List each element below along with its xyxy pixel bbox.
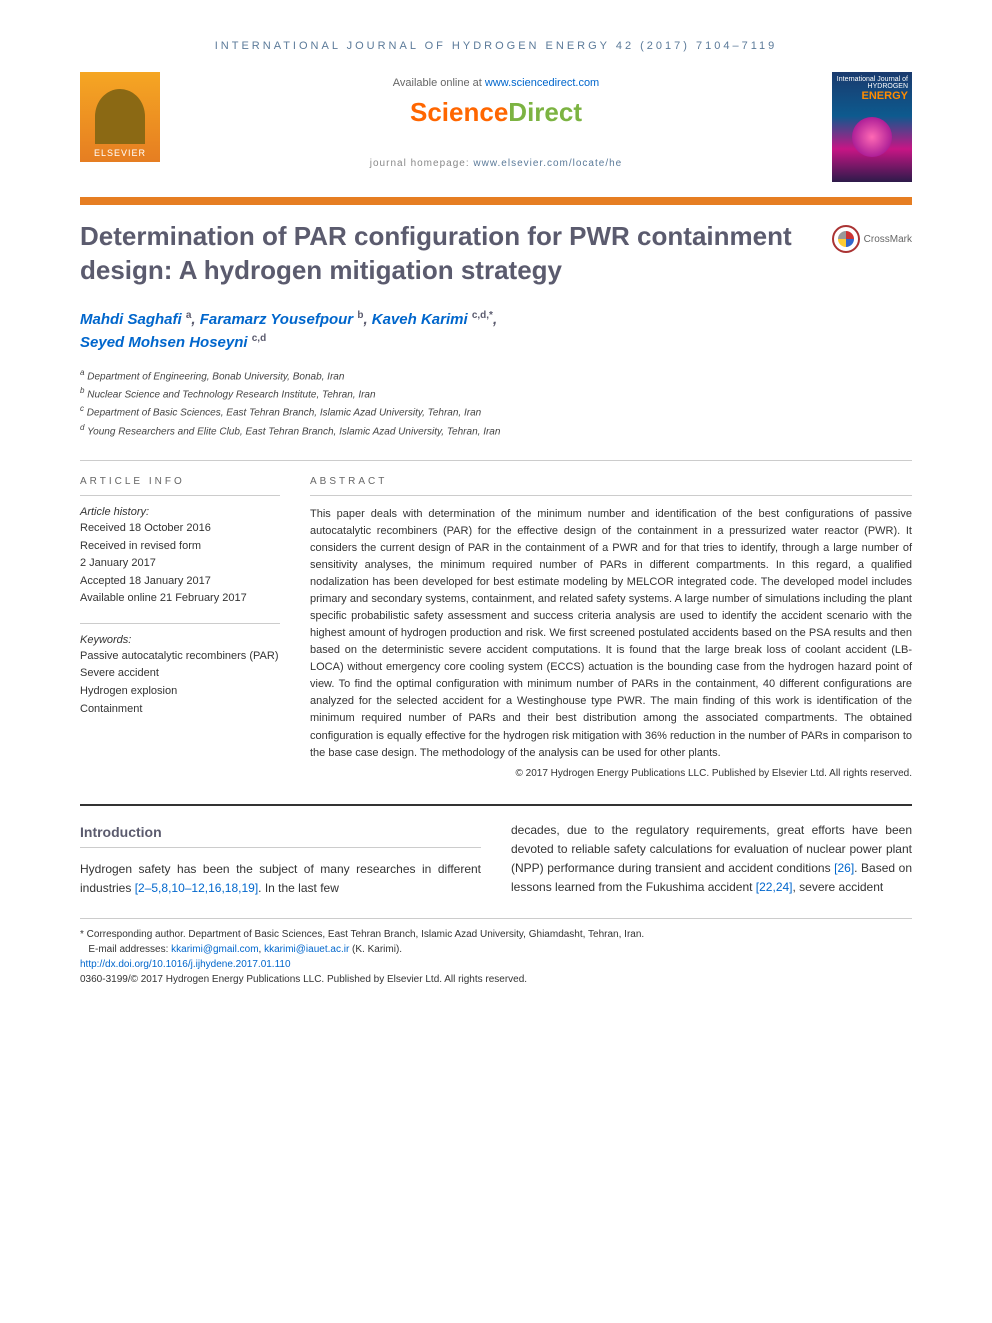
- history-item: Accepted 18 January 2017: [80, 573, 280, 591]
- top-header-section: ELSEVIER Available online at www.science…: [80, 72, 912, 182]
- author-link[interactable]: Faramarz Yousefpour: [200, 311, 353, 328]
- crossmark-icon: [832, 225, 860, 253]
- keyword-item: Hydrogen explosion: [80, 683, 280, 701]
- affiliation-item: a Department of Engineering, Bonab Unive…: [80, 367, 912, 385]
- available-online-text: Available online at www.sciencedirect.co…: [180, 77, 812, 89]
- history-item: Received 18 October 2016: [80, 520, 280, 538]
- elsevier-label: ELSEVIER: [94, 148, 146, 158]
- journal-homepage-text: journal homepage: www.elsevier.com/locat…: [180, 158, 812, 169]
- column-right: decades, due to the regulatory requireme…: [511, 821, 912, 899]
- article-info-sidebar: ARTICLE INFO Article history: Received 1…: [80, 476, 280, 779]
- author-link[interactable]: Kaveh Karimi: [372, 311, 468, 328]
- body-text-columns: Introduction Hydrogen safety has been th…: [80, 821, 912, 899]
- divider-orange-bar: [80, 197, 912, 205]
- introduction-heading: Introduction: [80, 821, 481, 848]
- journal-cover-thumbnail[interactable]: International Journal of HYDROGEN ENERGY: [832, 72, 912, 182]
- elsevier-logo[interactable]: ELSEVIER: [80, 72, 160, 162]
- history-item: Available online 21 February 2017: [80, 590, 280, 608]
- email-link[interactable]: kkarimi@gmail.com: [171, 944, 258, 955]
- cover-line3: ENERGY: [836, 90, 908, 102]
- authors-list: Mahdi Saghafi a, Faramarz Yousefpour b, …: [80, 308, 912, 355]
- footer-section: * Corresponding author. Department of Ba…: [80, 918, 912, 987]
- column-left: Introduction Hydrogen safety has been th…: [80, 821, 481, 899]
- issn-copyright: 0360-3199/© 2017 Hydrogen Energy Publica…: [80, 972, 912, 987]
- affiliation-item: b Nuclear Science and Technology Researc…: [80, 385, 912, 403]
- history-item: 2 January 2017: [80, 555, 280, 573]
- article-info-heading: ARTICLE INFO: [80, 476, 280, 496]
- affiliations-list: a Department of Engineering, Bonab Unive…: [80, 367, 912, 440]
- elsevier-tree-icon: [95, 89, 145, 144]
- reference-link[interactable]: [2–5,8,10–12,16,18,19]: [135, 881, 258, 895]
- journal-citation-header: INTERNATIONAL JOURNAL OF HYDROGEN ENERGY…: [80, 40, 912, 52]
- author-link[interactable]: Mahdi Saghafi: [80, 311, 182, 328]
- keyword-item: Passive autocatalytic recombiners (PAR): [80, 648, 280, 666]
- article-title: Determination of PAR configuration for P…: [80, 220, 812, 288]
- history-label: Article history:: [80, 506, 280, 518]
- cover-line2: HYDROGEN: [836, 83, 908, 90]
- journal-homepage-link[interactable]: www.elsevier.com/locate/he: [473, 158, 622, 169]
- abstract-text: This paper deals with determination of t…: [310, 506, 912, 762]
- abstract-copyright: © 2017 Hydrogen Energy Publications LLC.…: [310, 768, 912, 779]
- abstract-heading: ABSTRACT: [310, 476, 912, 496]
- email-link[interactable]: kkarimi@iauet.ac.ir: [264, 944, 349, 955]
- keyword-item: Severe accident: [80, 665, 280, 683]
- corresponding-author: * Corresponding author. Department of Ba…: [80, 927, 912, 942]
- cover-line1: International Journal of: [836, 76, 908, 83]
- crossmark-label: CrossMark: [864, 234, 912, 245]
- affiliation-item: c Department of Basic Sciences, East Teh…: [80, 403, 912, 421]
- email-line: E-mail addresses: kkarimi@gmail.com, kka…: [80, 942, 912, 957]
- keyword-item: Containment: [80, 701, 280, 719]
- crossmark-badge[interactable]: CrossMark: [832, 225, 912, 253]
- cover-graphic-icon: [852, 117, 892, 157]
- doi-link[interactable]: http://dx.doi.org/10.1016/j.ijhydene.201…: [80, 959, 291, 970]
- body-paragraph: Hydrogen safety has been the subject of …: [80, 860, 481, 898]
- body-paragraph: decades, due to the regulatory requireme…: [511, 821, 912, 898]
- section-divider: [80, 804, 912, 806]
- author-link[interactable]: Seyed Mohsen Hoseyni: [80, 334, 248, 351]
- history-item: Received in revised form: [80, 538, 280, 556]
- sciencedirect-link[interactable]: www.sciencedirect.com: [485, 77, 599, 89]
- abstract-section: ABSTRACT This paper deals with determina…: [310, 476, 912, 779]
- reference-link[interactable]: [22,24]: [756, 880, 793, 894]
- keywords-label: Keywords:: [80, 634, 280, 646]
- affiliation-item: d Young Researchers and Elite Club, East…: [80, 422, 912, 440]
- sciencedirect-logo[interactable]: ScienceDirect: [180, 97, 812, 128]
- reference-link[interactable]: [26]: [834, 861, 854, 875]
